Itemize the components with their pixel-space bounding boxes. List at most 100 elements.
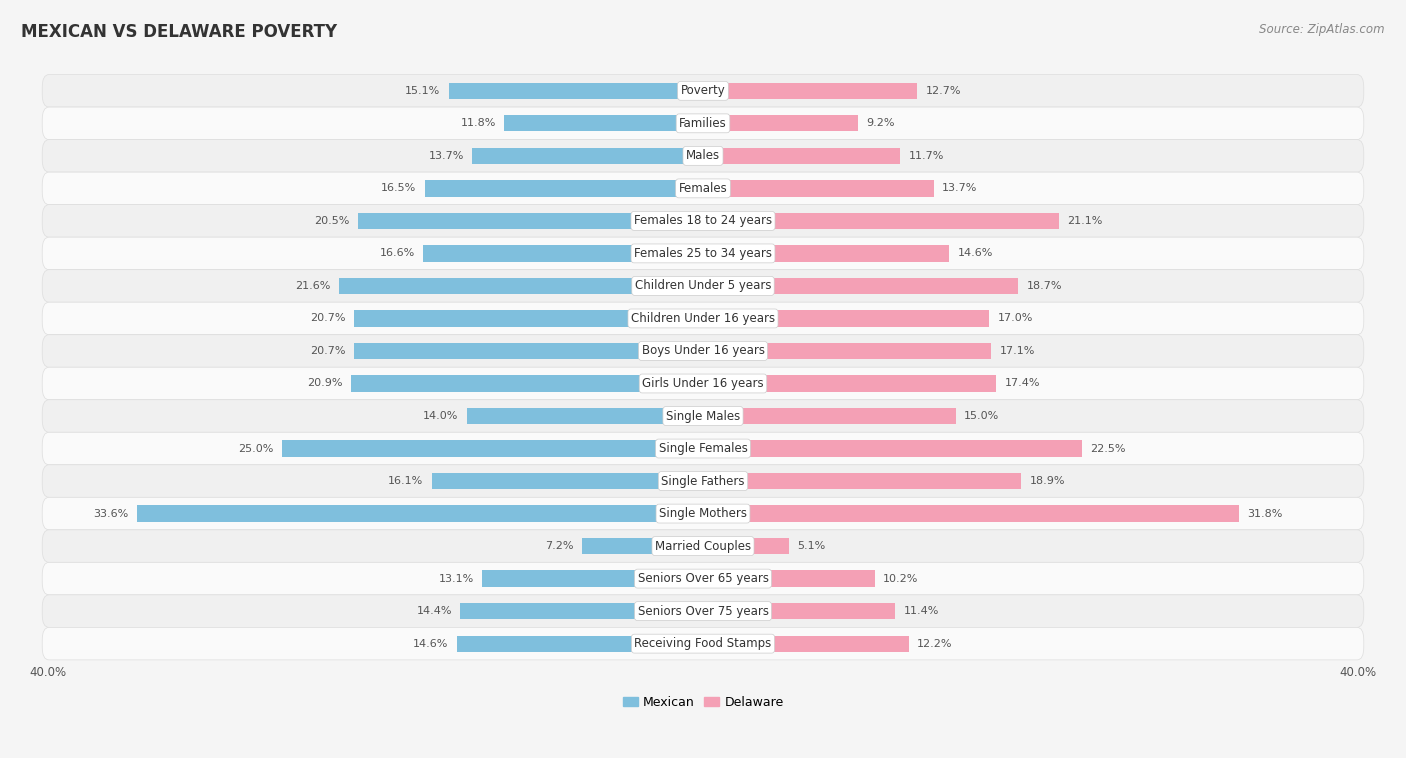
FancyBboxPatch shape <box>42 399 1364 432</box>
Text: 13.7%: 13.7% <box>429 151 464 161</box>
Bar <box>352 375 703 392</box>
Bar <box>703 343 991 359</box>
Text: 25.0%: 25.0% <box>238 443 273 453</box>
Text: Males: Males <box>686 149 720 162</box>
Text: 18.9%: 18.9% <box>1029 476 1066 486</box>
Text: 14.4%: 14.4% <box>416 606 451 616</box>
Bar <box>703 635 908 652</box>
FancyBboxPatch shape <box>42 74 1364 107</box>
Text: Poverty: Poverty <box>681 84 725 97</box>
Text: 18.7%: 18.7% <box>1026 281 1062 291</box>
Bar <box>136 506 703 522</box>
FancyBboxPatch shape <box>42 107 1364 139</box>
Bar <box>457 635 703 652</box>
Text: 16.5%: 16.5% <box>381 183 416 193</box>
Bar <box>703 408 956 424</box>
Text: Children Under 16 years: Children Under 16 years <box>631 312 775 325</box>
Text: Children Under 5 years: Children Under 5 years <box>634 280 772 293</box>
Text: 13.7%: 13.7% <box>942 183 977 193</box>
Text: 9.2%: 9.2% <box>866 118 896 128</box>
Bar <box>703 246 949 262</box>
Bar <box>460 603 703 619</box>
Text: 40.0%: 40.0% <box>30 666 66 678</box>
Text: Single Mothers: Single Mothers <box>659 507 747 520</box>
Text: 21.6%: 21.6% <box>295 281 330 291</box>
Bar <box>703 115 858 131</box>
Text: Boys Under 16 years: Boys Under 16 years <box>641 344 765 358</box>
Bar <box>703 148 900 164</box>
Text: 40.0%: 40.0% <box>1340 666 1376 678</box>
Text: 33.6%: 33.6% <box>93 509 128 518</box>
Bar <box>432 473 703 489</box>
Text: 20.5%: 20.5% <box>314 216 349 226</box>
FancyBboxPatch shape <box>42 205 1364 237</box>
Bar <box>703 310 990 327</box>
Text: 31.8%: 31.8% <box>1247 509 1282 518</box>
Bar <box>582 538 703 554</box>
Bar <box>354 310 703 327</box>
Text: 16.6%: 16.6% <box>380 249 415 258</box>
Text: 13.1%: 13.1% <box>439 574 474 584</box>
Text: 11.4%: 11.4% <box>904 606 939 616</box>
Text: Females 25 to 34 years: Females 25 to 34 years <box>634 247 772 260</box>
Bar <box>354 343 703 359</box>
FancyBboxPatch shape <box>42 172 1364 205</box>
Bar <box>703 440 1083 456</box>
Text: Females 18 to 24 years: Females 18 to 24 years <box>634 215 772 227</box>
Text: 5.1%: 5.1% <box>797 541 825 551</box>
FancyBboxPatch shape <box>42 367 1364 399</box>
Text: 17.1%: 17.1% <box>1000 346 1035 356</box>
Text: 14.6%: 14.6% <box>413 639 449 649</box>
Bar <box>339 277 703 294</box>
FancyBboxPatch shape <box>42 628 1364 660</box>
Text: 14.0%: 14.0% <box>423 411 458 421</box>
Text: Single Females: Single Females <box>658 442 748 455</box>
Bar <box>357 213 703 229</box>
FancyBboxPatch shape <box>42 237 1364 270</box>
FancyBboxPatch shape <box>42 139 1364 172</box>
Text: Families: Families <box>679 117 727 130</box>
Text: Receiving Food Stamps: Receiving Food Stamps <box>634 637 772 650</box>
Text: 16.1%: 16.1% <box>388 476 423 486</box>
Text: 10.2%: 10.2% <box>883 574 918 584</box>
Bar <box>467 408 703 424</box>
FancyBboxPatch shape <box>42 562 1364 595</box>
Text: 15.0%: 15.0% <box>965 411 1000 421</box>
FancyBboxPatch shape <box>42 432 1364 465</box>
Text: 7.2%: 7.2% <box>544 541 574 551</box>
Text: Married Couples: Married Couples <box>655 540 751 553</box>
Text: 11.7%: 11.7% <box>908 151 943 161</box>
FancyBboxPatch shape <box>42 595 1364 628</box>
Text: 14.6%: 14.6% <box>957 249 993 258</box>
Text: 20.7%: 20.7% <box>311 346 346 356</box>
Text: Females: Females <box>679 182 727 195</box>
Text: 20.9%: 20.9% <box>307 378 343 389</box>
Text: Seniors Over 75 years: Seniors Over 75 years <box>637 605 769 618</box>
Text: Single Males: Single Males <box>666 409 740 422</box>
FancyBboxPatch shape <box>42 465 1364 497</box>
Legend: Mexican, Delaware: Mexican, Delaware <box>617 691 789 714</box>
FancyBboxPatch shape <box>42 335 1364 367</box>
Text: 17.0%: 17.0% <box>998 314 1033 324</box>
Bar <box>703 538 789 554</box>
Text: 20.7%: 20.7% <box>311 314 346 324</box>
Text: Seniors Over 65 years: Seniors Over 65 years <box>637 572 769 585</box>
Text: 11.8%: 11.8% <box>460 118 496 128</box>
Bar <box>703 571 875 587</box>
Text: Girls Under 16 years: Girls Under 16 years <box>643 377 763 390</box>
Text: 17.4%: 17.4% <box>1005 378 1040 389</box>
FancyBboxPatch shape <box>42 302 1364 335</box>
Text: 12.7%: 12.7% <box>925 86 960 96</box>
Text: 12.2%: 12.2% <box>917 639 952 649</box>
Bar <box>703 180 934 196</box>
FancyBboxPatch shape <box>42 270 1364 302</box>
Bar <box>703 603 896 619</box>
FancyBboxPatch shape <box>42 530 1364 562</box>
Bar <box>703 473 1021 489</box>
Bar <box>425 180 703 196</box>
Bar <box>281 440 703 456</box>
Text: 15.1%: 15.1% <box>405 86 440 96</box>
Text: Source: ZipAtlas.com: Source: ZipAtlas.com <box>1260 23 1385 36</box>
Bar <box>703 277 1018 294</box>
Text: Single Fathers: Single Fathers <box>661 475 745 487</box>
